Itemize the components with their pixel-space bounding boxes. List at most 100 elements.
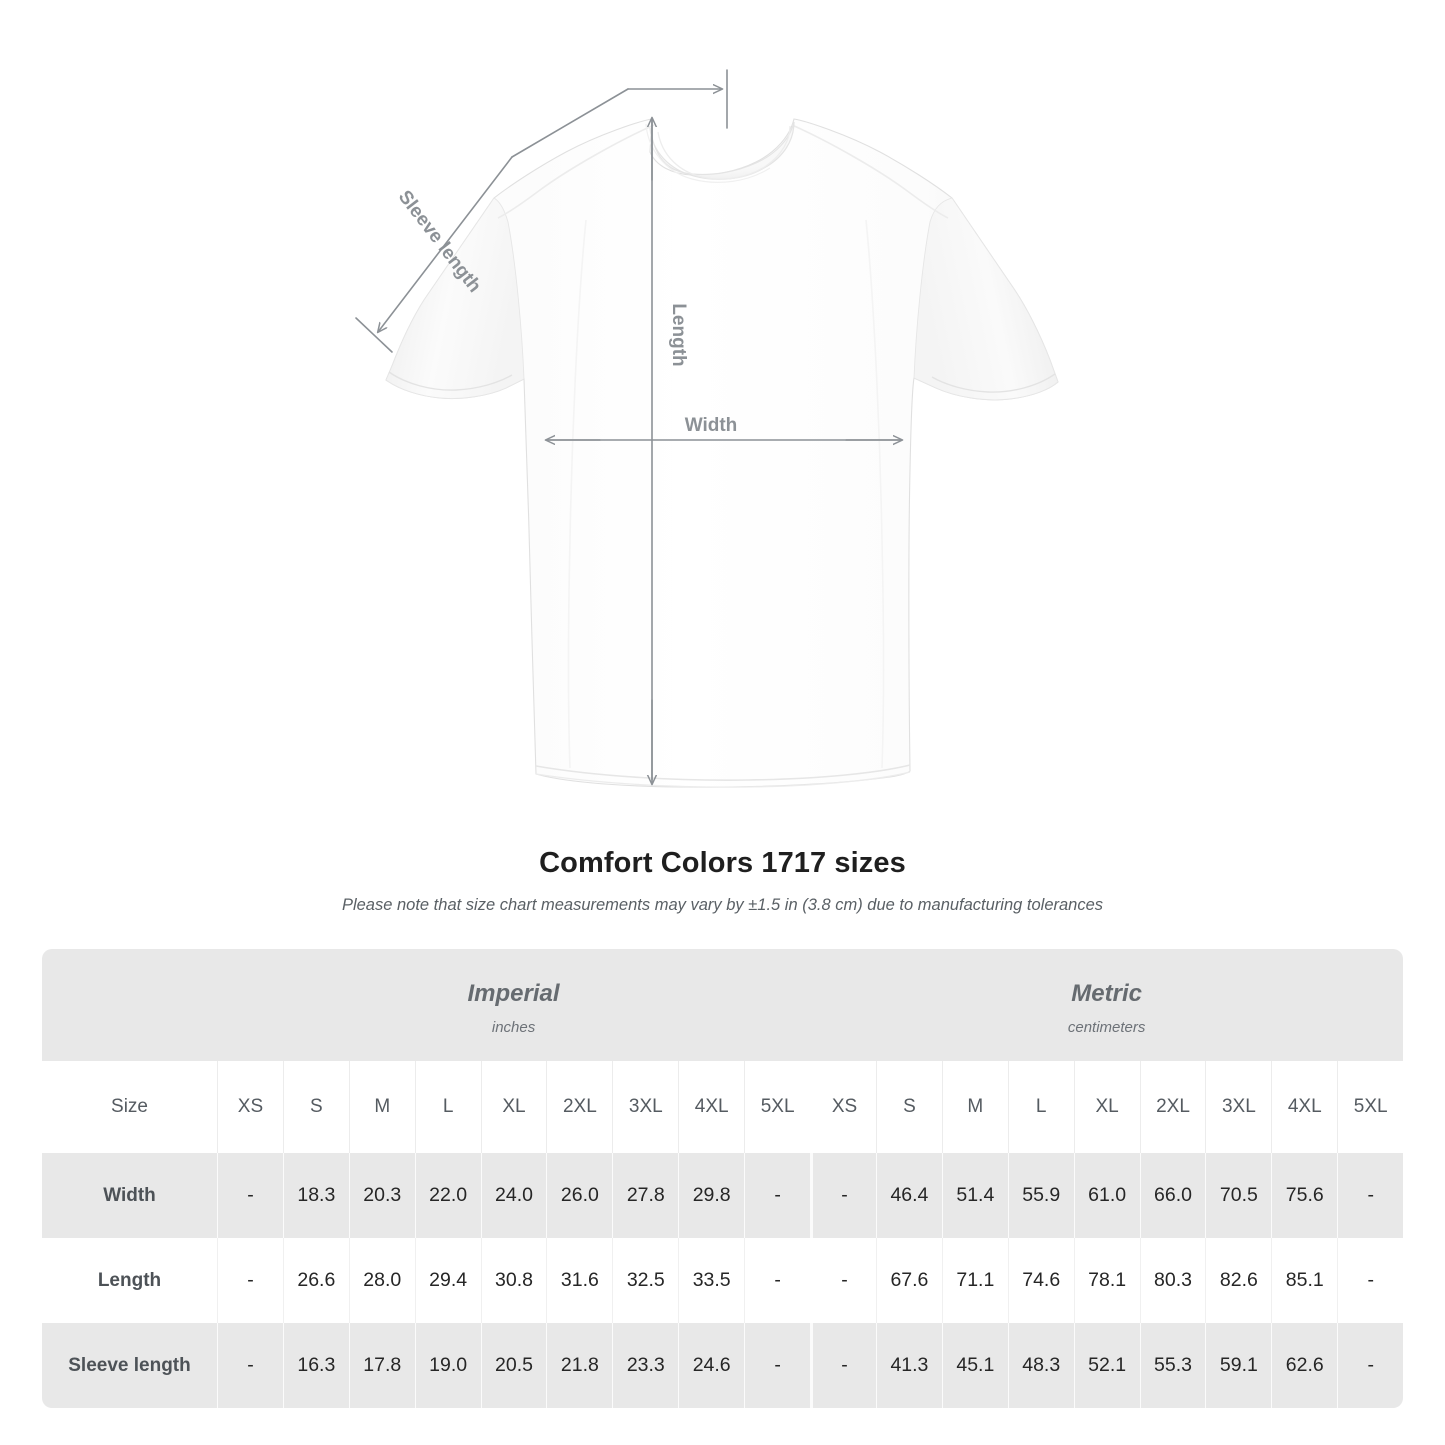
cell-width-imperial-3xl: 27.8 — [612, 1153, 679, 1238]
cell-width-imperial-s: 18.3 — [282, 1153, 349, 1238]
size-header-imperial-2xl: 2XL — [546, 1061, 613, 1153]
size-header-metric-5xl: 5XL — [1337, 1061, 1404, 1153]
size-header-imperial-5xl: 5XL — [744, 1061, 811, 1153]
cell-length-metric-s: 67.6 — [875, 1238, 942, 1323]
cell-width-imperial-m: 20.3 — [348, 1153, 415, 1238]
cell-width-metric-xl: 61.0 — [1073, 1153, 1140, 1238]
size-header-imperial-m: M — [348, 1061, 415, 1153]
measurement-annotations — [355, 69, 902, 784]
size-header-metric-xs: XS — [810, 1061, 876, 1153]
cell-length-imperial-m: 28.0 — [348, 1238, 415, 1323]
size-chart-table-container: Imperial inches Metric centimeters Size XS S M L… — [42, 949, 1404, 1408]
size-header-row: Size XS S M L XL 2XL 3XL 4XL 5XL XS S M L XL 2XL 3XL 4XL 5… — [42, 1061, 1404, 1153]
cell-sleeve-length-imperial-3xl: 23.3 — [612, 1323, 679, 1408]
right-sleeve-hem — [931, 373, 1056, 393]
cell-sleeve-length-metric-xs: - — [810, 1323, 876, 1408]
left-shoulder-seam — [497, 124, 655, 219]
size-column-header: Size — [42, 1061, 217, 1153]
cell-length-imperial-xs: - — [217, 1238, 283, 1323]
cell-length-imperial-l: 29.4 — [414, 1238, 481, 1323]
cell-length-imperial-4xl: 33.5 — [678, 1238, 745, 1323]
cell-length-imperial-s: 26.6 — [282, 1238, 349, 1323]
cell-sleeve-length-imperial-4xl: 24.6 — [678, 1323, 745, 1408]
unit-group-name: Metric — [1071, 979, 1142, 1007]
cell-width-metric-3xl: 70.5 — [1205, 1153, 1272, 1238]
cell-sleeve-length-imperial-xs: - — [217, 1323, 283, 1408]
length-label: Length — [668, 303, 689, 366]
size-header-metric-xl: XL — [1073, 1061, 1140, 1153]
cell-width-metric-xs: - — [810, 1153, 876, 1238]
table-row: Width -18.3 20.3 22.0 24.0 26.0 27.8 29.8- -46.4… — [42, 1153, 1404, 1238]
cell-sleeve-length-imperial-5xl: - — [744, 1323, 811, 1408]
tshirt-illustration — [385, 118, 1059, 788]
unit-group-name: Imperial — [467, 979, 560, 1007]
body-crease-right — [865, 219, 885, 769]
cell-length-metric-3xl: 82.6 — [1205, 1238, 1272, 1323]
size-header-metric-2xl: 2XL — [1139, 1061, 1206, 1153]
cell-width-metric-s: 46.4 — [875, 1153, 942, 1238]
chart-heading: Comfort Colors 1717 sizes Please note th… — [0, 845, 1445, 917]
cell-length-metric-5xl: - — [1337, 1238, 1404, 1323]
unit-group-metric: Metric centimeters — [810, 949, 1404, 1061]
cell-sleeve-length-imperial-m: 17.8 — [348, 1323, 415, 1408]
size-header-imperial-xl: XL — [480, 1061, 547, 1153]
right-shoulder-seam — [791, 124, 949, 219]
size-header-imperial-3xl: 3XL — [612, 1061, 679, 1153]
bottom-hem-line — [535, 764, 911, 781]
cell-width-metric-l: 55.9 — [1007, 1153, 1074, 1238]
cell-length-imperial-2xl: 31.6 — [546, 1238, 613, 1323]
size-header-imperial-4xl: 4XL — [678, 1061, 745, 1153]
sleeve-elbow-segment — [511, 88, 629, 158]
size-header-metric-3xl: 3XL — [1205, 1061, 1272, 1153]
cell-width-imperial-xl: 24.0 — [480, 1153, 547, 1238]
left-sleeve — [385, 197, 525, 399]
cell-width-imperial-xs: - — [217, 1153, 283, 1238]
left-sleeve-hem — [388, 371, 513, 391]
cell-sleeve-length-metric-l: 48.3 — [1007, 1323, 1074, 1408]
cell-length-metric-l: 74.6 — [1007, 1238, 1074, 1323]
unit-banner-spacer — [42, 949, 217, 1061]
row-label-length: Length — [42, 1238, 217, 1323]
cell-sleeve-length-metric-m: 45.1 — [941, 1323, 1008, 1408]
cell-sleeve-length-imperial-xl: 20.5 — [480, 1323, 547, 1408]
unit-group-subtitle: centimeters — [1067, 1019, 1146, 1037]
row-label-sleeve-length: Sleeve length — [42, 1323, 217, 1408]
size-header-imperial-s: S — [282, 1061, 349, 1153]
body-crease-left — [567, 219, 587, 769]
right-sleeve — [913, 197, 1059, 401]
cell-width-metric-5xl: - — [1337, 1153, 1404, 1238]
bottom-hem-edge — [535, 771, 911, 788]
sleeve-length-dimension — [355, 69, 728, 353]
cell-sleeve-length-metric-5xl: - — [1337, 1323, 1404, 1408]
size-header-imperial-l: L — [414, 1061, 481, 1153]
cell-length-metric-xs: - — [810, 1238, 876, 1323]
sleeve-diagonal-arrow — [378, 156, 513, 332]
size-chart-table: Imperial inches Metric centimeters Size XS S M L… — [42, 949, 1404, 1408]
size-header-metric-4xl: 4XL — [1271, 1061, 1338, 1153]
cell-width-metric-2xl: 66.0 — [1139, 1153, 1206, 1238]
cell-sleeve-length-metric-3xl: 59.1 — [1205, 1323, 1272, 1408]
width-label: Width — [685, 415, 738, 436]
cell-width-imperial-4xl: 29.8 — [678, 1153, 745, 1238]
size-header-metric-l: L — [1007, 1061, 1074, 1153]
cell-length-metric-4xl: 85.1 — [1271, 1238, 1338, 1323]
cell-sleeve-length-metric-2xl: 55.3 — [1139, 1323, 1206, 1408]
cell-sleeve-length-metric-4xl: 62.6 — [1271, 1323, 1338, 1408]
unit-group-subtitle: inches — [491, 1019, 536, 1037]
size-header-imperial-xs: XS — [217, 1061, 283, 1153]
table-row: Sleeve length -16.3 17.8 19.0 20.5 21.8 23.3 24… — [42, 1323, 1404, 1408]
table-row: Length -26.6 28.0 29.4 30.8 31.6 32.5 33.5- -67.… — [42, 1238, 1404, 1323]
size-header-metric-m: M — [941, 1061, 1008, 1153]
cell-length-imperial-xl: 30.8 — [480, 1238, 547, 1323]
cell-length-metric-m: 71.1 — [941, 1238, 1008, 1323]
cell-width-metric-m: 51.4 — [941, 1153, 1008, 1238]
cell-sleeve-length-metric-xl: 52.1 — [1073, 1323, 1140, 1408]
cell-sleeve-length-imperial-l: 19.0 — [414, 1323, 481, 1408]
row-label-width: Width — [42, 1153, 217, 1238]
tolerance-note: Please note that size chart measurements… — [341, 896, 1104, 915]
cell-width-imperial-5xl: - — [744, 1153, 811, 1238]
sleeve-end-tick — [355, 317, 393, 353]
unit-banner-row: Imperial inches Metric centimeters — [42, 949, 1404, 1061]
cell-sleeve-length-metric-s: 41.3 — [875, 1323, 942, 1408]
cell-length-imperial-5xl: - — [744, 1238, 811, 1323]
